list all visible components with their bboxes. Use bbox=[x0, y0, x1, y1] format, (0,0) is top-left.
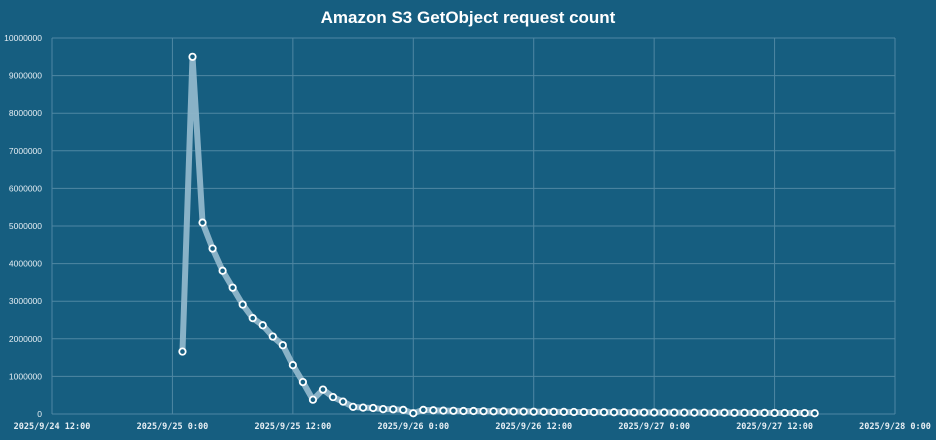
x-tick-label: 2025/9/27 12:00 bbox=[736, 422, 813, 432]
data-point-marker[interactable] bbox=[619, 408, 629, 417]
data-point-marker[interactable] bbox=[258, 321, 267, 330]
data-point-marker[interactable] bbox=[399, 405, 408, 414]
data-point-marker[interactable] bbox=[670, 408, 679, 417]
data-point-marker[interactable] bbox=[629, 408, 639, 417]
x-tick-label: 2025/9/26 12:00 bbox=[495, 422, 572, 432]
data-point-marker[interactable] bbox=[579, 407, 588, 417]
data-point-marker[interactable] bbox=[710, 408, 719, 417]
data-point-marker[interactable] bbox=[188, 52, 197, 61]
y-tick-label: 7000000 bbox=[9, 146, 42, 156]
data-point-marker[interactable] bbox=[780, 408, 789, 418]
x-tick-label: 2025/9/27 0:00 bbox=[618, 422, 690, 432]
data-point-marker[interactable] bbox=[178, 347, 187, 356]
data-point-marker[interactable] bbox=[509, 407, 518, 416]
data-point-marker[interactable] bbox=[288, 361, 297, 370]
data-point-marker[interactable] bbox=[278, 341, 287, 350]
data-point-marker[interactable] bbox=[529, 407, 538, 416]
y-tick-label: 4000000 bbox=[9, 259, 42, 269]
data-point-marker[interactable] bbox=[609, 408, 619, 417]
data-point-marker[interactable] bbox=[238, 300, 247, 309]
y-tick-label: 1000000 bbox=[9, 371, 42, 381]
data-point-marker[interactable] bbox=[218, 266, 227, 275]
data-point-marker[interactable] bbox=[419, 405, 428, 414]
data-point-marker[interactable] bbox=[449, 406, 458, 415]
x-tick-label: 2025/9/24 12:00 bbox=[14, 422, 91, 432]
data-point-marker[interactable] bbox=[599, 408, 609, 417]
data-point-marker[interactable] bbox=[740, 408, 749, 417]
chart-title: Amazon S3 GetObject request count bbox=[320, 8, 616, 27]
data-point-marker[interactable] bbox=[690, 408, 699, 417]
y-tick-label: 9000000 bbox=[9, 71, 42, 81]
gridlines bbox=[51, 37, 896, 415]
x-axis: 2025/9/24 12:00 2025/9/25 0:00 2025/9/25 1… bbox=[14, 422, 931, 432]
data-point-marker[interactable] bbox=[248, 314, 257, 323]
data-point-marker[interactable] bbox=[559, 407, 568, 416]
data-point-marker[interactable] bbox=[389, 405, 398, 414]
data-point-marker[interactable] bbox=[539, 407, 548, 416]
x-tick-label: 2025/9/26 0:00 bbox=[377, 422, 449, 432]
data-point-marker[interactable] bbox=[589, 408, 599, 417]
data-point-marker[interactable] bbox=[359, 403, 368, 412]
data-point-marker[interactable] bbox=[569, 407, 578, 417]
data-point-marker[interactable] bbox=[469, 406, 478, 416]
data-point-marker[interactable] bbox=[750, 408, 759, 417]
data-point-marker[interactable] bbox=[549, 407, 558, 416]
x-tick-label: 2025/9/25 0:00 bbox=[137, 422, 209, 432]
data-point-marker[interactable] bbox=[790, 408, 799, 418]
data-point-marker[interactable] bbox=[379, 405, 388, 414]
data-point-marker[interactable] bbox=[318, 385, 328, 394]
data-point-marker[interactable] bbox=[810, 409, 819, 418]
data-point-marker[interactable] bbox=[409, 409, 418, 418]
data-point-marker[interactable] bbox=[700, 408, 709, 417]
data-point-marker[interactable] bbox=[338, 397, 348, 406]
data-point-marker[interactable] bbox=[489, 407, 498, 416]
y-tick-label: 6000000 bbox=[9, 183, 42, 193]
data-point-marker[interactable] bbox=[429, 406, 438, 415]
data-point-marker[interactable] bbox=[479, 407, 488, 416]
data-point-marker[interactable] bbox=[459, 406, 468, 416]
data-point-marker[interactable] bbox=[770, 408, 779, 418]
data-point-marker[interactable] bbox=[760, 408, 769, 418]
data-point-marker[interactable] bbox=[519, 407, 528, 416]
data-point-marker[interactable] bbox=[439, 406, 448, 415]
y-tick-label: 0 bbox=[37, 409, 42, 419]
x-tick-label: 2025/9/25 12:00 bbox=[254, 422, 331, 432]
x-tick-label: 2025/9/28 0:00 bbox=[859, 422, 931, 432]
data-point-marker[interactable] bbox=[208, 244, 217, 253]
data-point-marker[interactable] bbox=[369, 403, 378, 413]
data-point-marker[interactable] bbox=[348, 402, 358, 411]
data-point-marker[interactable] bbox=[298, 377, 307, 387]
data-point-marker[interactable] bbox=[650, 408, 659, 417]
data-point-marker[interactable] bbox=[228, 283, 237, 292]
data-series bbox=[178, 52, 819, 418]
data-point-marker[interactable] bbox=[328, 392, 338, 402]
data-point-marker[interactable] bbox=[800, 408, 809, 418]
data-point-marker[interactable] bbox=[730, 408, 739, 417]
y-tick-label: 10000000 bbox=[4, 33, 42, 43]
data-point-marker[interactable] bbox=[640, 408, 649, 417]
data-point-marker[interactable] bbox=[499, 407, 508, 416]
data-point-marker[interactable] bbox=[720, 408, 729, 417]
data-point-marker[interactable] bbox=[308, 395, 318, 404]
data-point-marker[interactable] bbox=[680, 408, 689, 417]
data-point-marker[interactable] bbox=[660, 408, 669, 417]
data-point-marker[interactable] bbox=[198, 218, 207, 227]
y-tick-label: 3000000 bbox=[9, 296, 42, 306]
y-axis: 0 1000000 2000000 3000000 4000000 5000000 6000… bbox=[4, 33, 42, 419]
y-tick-label: 2000000 bbox=[9, 334, 42, 344]
y-tick-label: 5000000 bbox=[9, 221, 42, 231]
data-point-marker[interactable] bbox=[268, 332, 277, 341]
series-line bbox=[179, 53, 815, 417]
y-tick-label: 8000000 bbox=[9, 108, 42, 118]
